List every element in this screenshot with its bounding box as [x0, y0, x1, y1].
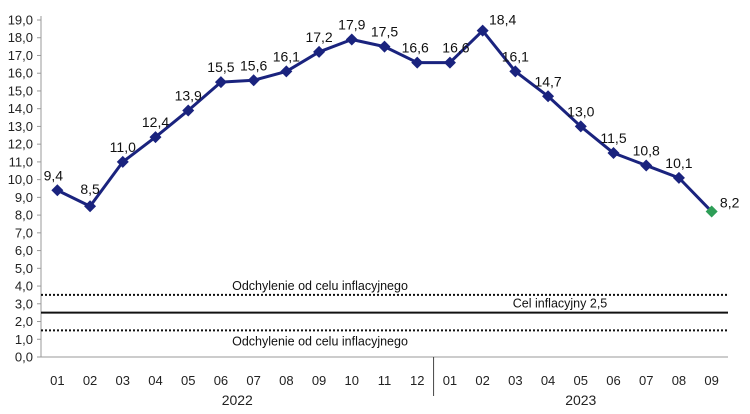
data-label: 11,5 — [600, 130, 626, 146]
reference-line-label: Cel inflacyjny 2,5 — [513, 297, 608, 311]
x-tick-label: 08 — [672, 373, 686, 388]
y-tick-label: 10,0 — [8, 172, 33, 187]
year-label: 2023 — [565, 392, 596, 408]
x-tick-label: 06 — [606, 373, 620, 388]
y-tick-label: 2,0 — [15, 314, 33, 329]
data-point — [214, 76, 227, 89]
y-tick-label: 0,0 — [15, 350, 33, 365]
data-label: 9,4 — [44, 167, 64, 183]
x-tick-label: 02 — [83, 373, 97, 388]
y-tick-label: 13,0 — [8, 119, 33, 134]
y-tick-label: 18,0 — [8, 30, 33, 45]
data-point — [84, 200, 97, 213]
data-label: 13,0 — [567, 103, 594, 119]
data-label: 17,9 — [338, 17, 365, 33]
x-tick-label: 12 — [410, 373, 424, 388]
x-tick-label: 01 — [443, 373, 457, 388]
y-tick-label: 1,0 — [15, 332, 33, 347]
y-tick-label: 11,0 — [9, 154, 33, 169]
y-tick-label: 9,0 — [15, 190, 33, 205]
data-label: 16,6 — [442, 40, 469, 56]
data-point — [640, 159, 653, 172]
y-tick-label: 12,0 — [8, 137, 33, 152]
x-tick-label: 02 — [475, 373, 489, 388]
data-point — [476, 24, 489, 37]
x-tick-label: 05 — [181, 373, 195, 388]
data-point — [607, 147, 620, 160]
y-tick-label: 17,0 — [8, 48, 33, 63]
y-tick-label: 15,0 — [8, 83, 33, 98]
x-tick-label: 09 — [312, 373, 326, 388]
y-tick-label: 4,0 — [15, 279, 33, 294]
data-point — [182, 104, 195, 117]
data-label: 11,0 — [110, 139, 136, 155]
x-tick-label: 11 — [378, 373, 392, 388]
data-point — [247, 74, 260, 87]
x-tick-label: 05 — [574, 373, 588, 388]
y-tick-label: 16,0 — [8, 66, 33, 81]
data-label: 8,5 — [80, 181, 100, 197]
data-label: 14,7 — [534, 73, 561, 89]
data-label: 8,2 — [720, 195, 740, 211]
data-label: 10,1 — [665, 155, 692, 171]
x-tick-label: 03 — [508, 373, 522, 388]
x-tick-label: 07 — [639, 373, 653, 388]
data-label: 15,6 — [240, 57, 267, 73]
y-tick-label: 14,0 — [8, 101, 33, 116]
x-tick-label: 06 — [214, 373, 228, 388]
reference-line-label: Odchylenie od celu inflacyjnego — [232, 334, 408, 348]
reference-line-label: Odchylenie od celu inflacyjnego — [232, 279, 408, 293]
y-tick-label: 8,0 — [15, 208, 33, 223]
data-point — [345, 33, 358, 46]
data-point — [542, 90, 555, 103]
y-tick-label: 5,0 — [15, 261, 33, 276]
x-tick-label: 01 — [50, 373, 64, 388]
y-tick-label: 7,0 — [15, 225, 33, 240]
data-point — [672, 171, 685, 184]
data-label: 18,4 — [489, 12, 516, 28]
data-point — [574, 120, 587, 133]
data-label: 16,1 — [502, 48, 529, 64]
x-tick-label: 07 — [246, 373, 260, 388]
data-point — [509, 65, 522, 78]
y-tick-label: 3,0 — [15, 296, 33, 311]
data-label: 17,2 — [305, 29, 332, 45]
x-tick-label: 10 — [345, 373, 359, 388]
data-point — [443, 56, 456, 69]
data-point — [313, 45, 326, 58]
data-point — [149, 131, 162, 144]
y-tick-label: 6,0 — [15, 243, 33, 258]
data-point — [280, 65, 293, 78]
x-tick-label: 04 — [541, 373, 555, 388]
data-label: 17,5 — [371, 24, 398, 40]
data-point — [411, 56, 424, 69]
y-tick-label: 19,0 — [8, 13, 33, 28]
last-data-point — [705, 205, 718, 218]
data-label: 16,1 — [273, 48, 300, 64]
data-label: 16,6 — [402, 40, 429, 56]
x-tick-label: 04 — [148, 373, 162, 388]
data-label: 15,5 — [207, 59, 234, 75]
data-point — [51, 184, 64, 197]
x-tick-label: 08 — [279, 373, 293, 388]
data-point — [116, 155, 129, 168]
data-point — [378, 40, 391, 53]
data-label: 13,9 — [175, 87, 202, 103]
x-tick-label: 03 — [116, 373, 130, 388]
data-label: 10,8 — [633, 142, 660, 158]
data-label: 12,4 — [142, 114, 169, 130]
x-tick-label: 09 — [704, 373, 718, 388]
year-label: 2022 — [222, 392, 253, 408]
